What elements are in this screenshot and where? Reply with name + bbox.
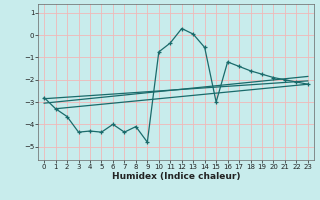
X-axis label: Humidex (Indice chaleur): Humidex (Indice chaleur) [112, 172, 240, 181]
